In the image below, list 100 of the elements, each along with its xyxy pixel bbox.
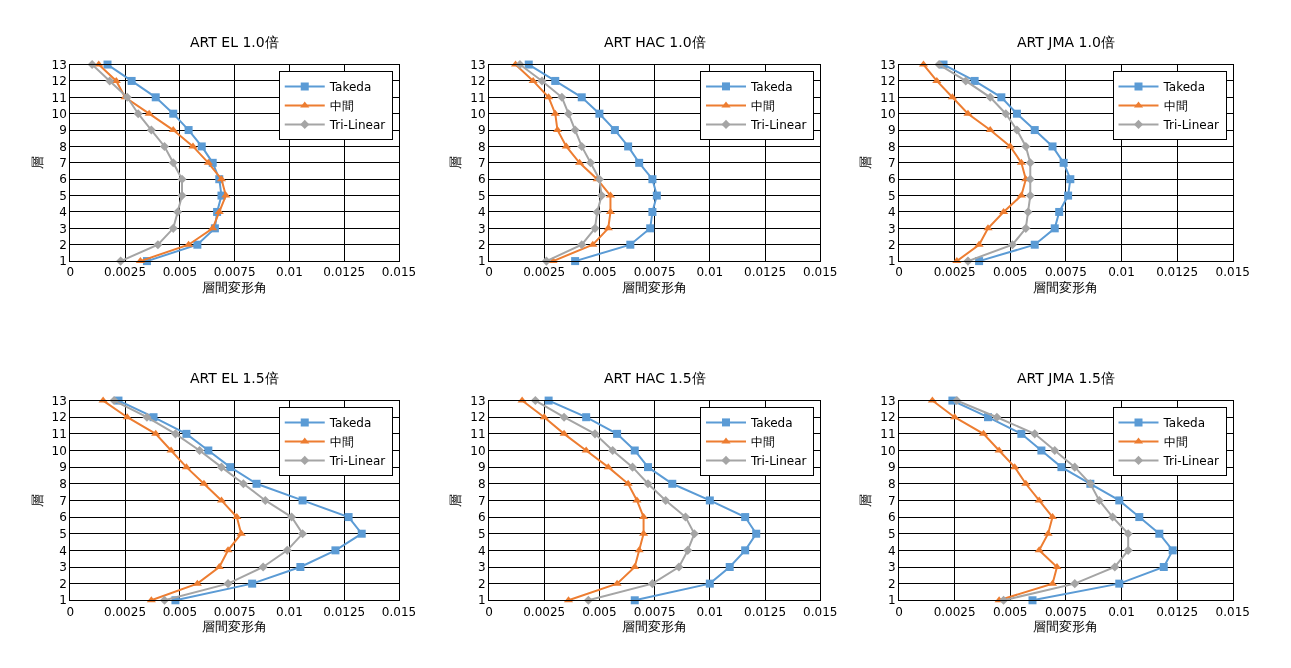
legend-label: Tri-Linear bbox=[750, 454, 807, 469]
x-tick-label: 0.01 bbox=[696, 604, 724, 619]
point bbox=[296, 563, 305, 571]
y-tick-label: 2 bbox=[477, 237, 486, 252]
point bbox=[357, 529, 366, 538]
y-tick-label: 3 bbox=[59, 560, 67, 575]
x-tick-label: 0.005 bbox=[582, 604, 617, 619]
y-tick-label: 2 bbox=[59, 237, 67, 252]
point bbox=[122, 413, 132, 420]
y-tick-label: 7 bbox=[887, 156, 896, 171]
point bbox=[680, 512, 691, 522]
y-tick-label: 13 bbox=[470, 393, 486, 408]
x-tick-label: 0.005 bbox=[993, 604, 1028, 619]
point bbox=[985, 126, 995, 133]
x-tick-label: 0.0125 bbox=[744, 604, 787, 619]
point bbox=[644, 463, 652, 472]
point bbox=[1123, 529, 1133, 539]
point bbox=[1059, 158, 1068, 167]
point bbox=[153, 240, 163, 250]
x-tick-label: 0.0075 bbox=[633, 604, 676, 619]
y-tick-label: 12 bbox=[470, 74, 486, 89]
point bbox=[577, 93, 586, 102]
x-tick-label: 0.015 bbox=[803, 265, 838, 280]
point bbox=[236, 529, 246, 536]
point bbox=[169, 109, 178, 118]
point bbox=[624, 142, 633, 151]
point bbox=[142, 412, 152, 422]
point bbox=[932, 76, 942, 83]
point bbox=[238, 479, 248, 489]
point bbox=[950, 413, 960, 420]
point bbox=[1159, 563, 1168, 571]
y-tick-label: 12 bbox=[51, 74, 67, 89]
point bbox=[612, 579, 622, 586]
point bbox=[590, 429, 600, 439]
y-tick-label: 13 bbox=[51, 57, 67, 72]
point bbox=[557, 92, 567, 102]
y-tick-label: 5 bbox=[887, 188, 896, 203]
point bbox=[551, 76, 560, 85]
y-tick-label: 2 bbox=[887, 576, 896, 591]
y-tick-label: 7 bbox=[59, 156, 67, 171]
point bbox=[282, 545, 292, 555]
x-tick-label: 0.0025 bbox=[523, 265, 566, 280]
point bbox=[613, 429, 622, 438]
legend-label: Takeda bbox=[1162, 80, 1206, 95]
point bbox=[581, 446, 591, 453]
x-axis-title: 層間変形角 bbox=[1033, 280, 1099, 296]
point bbox=[146, 125, 156, 135]
point bbox=[1030, 240, 1039, 249]
y-tick-label: 3 bbox=[477, 221, 486, 236]
point bbox=[674, 562, 684, 572]
point bbox=[597, 191, 607, 201]
y-tick-label: 3 bbox=[59, 221, 67, 236]
point bbox=[603, 463, 613, 470]
point bbox=[1057, 463, 1066, 472]
point bbox=[144, 109, 154, 116]
point bbox=[170, 429, 180, 439]
point bbox=[1001, 109, 1011, 119]
point bbox=[1010, 463, 1020, 470]
y-tick-label: 4 bbox=[477, 205, 486, 220]
point bbox=[582, 413, 591, 422]
point bbox=[528, 76, 538, 83]
y-tick-label: 10 bbox=[880, 106, 896, 121]
y-tick-label: 9 bbox=[59, 123, 67, 138]
point bbox=[648, 175, 657, 184]
y-tick-label: 3 bbox=[887, 221, 896, 236]
legend-label: 中間 bbox=[1163, 435, 1188, 450]
y-tick-label: 9 bbox=[477, 460, 486, 475]
y-tick-label: 11 bbox=[880, 90, 896, 105]
point bbox=[159, 141, 170, 151]
x-tick-label: 0.015 bbox=[381, 604, 417, 619]
point bbox=[963, 109, 973, 116]
point bbox=[193, 240, 202, 249]
point bbox=[204, 446, 213, 455]
x-tick-label: 0.0125 bbox=[323, 604, 366, 619]
point bbox=[643, 479, 653, 489]
point bbox=[1135, 513, 1144, 522]
x-tick-label: 0 bbox=[485, 604, 493, 619]
point bbox=[683, 545, 693, 555]
x-tick-label: 0.005 bbox=[162, 265, 198, 280]
point bbox=[1025, 158, 1035, 168]
point bbox=[1155, 529, 1164, 538]
legend-label: Tri-Linear bbox=[328, 118, 386, 133]
y-axis-title: 層 bbox=[448, 156, 464, 170]
y-tick-label: 13 bbox=[880, 57, 896, 72]
y-tick-label: 5 bbox=[477, 188, 486, 203]
point bbox=[652, 191, 661, 200]
point bbox=[105, 76, 115, 86]
point bbox=[646, 224, 655, 233]
y-tick-label: 13 bbox=[51, 393, 67, 408]
x-axis-title: 層間変形角 bbox=[202, 280, 268, 296]
y-tick-label: 13 bbox=[880, 393, 896, 408]
chart-title: ART JMA 1.5倍 bbox=[1017, 370, 1115, 386]
x-tick-label: 0.015 bbox=[803, 604, 838, 619]
point bbox=[221, 191, 231, 198]
y-tick-label: 1 bbox=[887, 593, 896, 608]
y-tick-label: 2 bbox=[477, 576, 486, 591]
x-axis-title: 層間変形角 bbox=[1033, 619, 1099, 635]
point bbox=[592, 207, 602, 217]
chart-title: ART JMA 1.0倍 bbox=[1017, 34, 1115, 50]
y-tick-label: 5 bbox=[59, 188, 67, 203]
